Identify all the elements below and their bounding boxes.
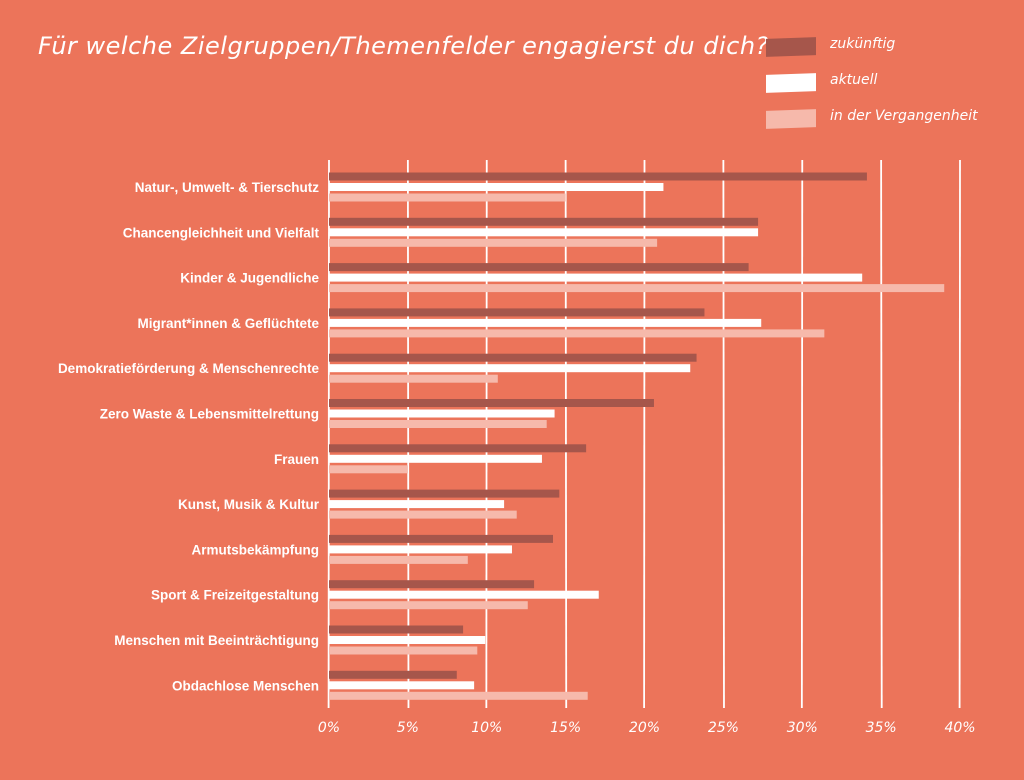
legend-label-vergangenheit: in der Vergangenheit — [830, 108, 978, 124]
bar-aktuell-4 — [329, 364, 691, 373]
gridline-15 — [564, 159, 568, 709]
legend-label-zukuenftig: zukünftig — [830, 36, 896, 52]
bar-aktuell-0 — [329, 183, 664, 191]
bar-zukuenftig-10 — [329, 625, 464, 634]
x-tick-label: 30% — [787, 720, 818, 736]
bar-zukuenftig-9 — [329, 580, 535, 589]
bar-vergangenheit-10 — [329, 646, 478, 655]
bar-zukuenftig-6 — [329, 444, 587, 453]
category-label: Migrant*innen & Geflüchtete — [137, 316, 319, 331]
bar-aktuell-11 — [329, 681, 475, 690]
x-tick-label: 25% — [708, 720, 739, 736]
bar-aktuell-10 — [329, 636, 486, 644]
bar-aktuell-3 — [329, 318, 762, 327]
bar-zukuenftig-0 — [329, 172, 867, 181]
bar-zukuenftig-3 — [329, 308, 705, 317]
bar-vergangenheit-4 — [329, 374, 498, 383]
bar-vergangenheit-3 — [329, 329, 825, 338]
bar-zukuenftig-8 — [329, 534, 554, 543]
category-label: Natur-, Umwelt- & Tierschutz — [135, 180, 320, 195]
bar-zukuenftig-1 — [329, 217, 759, 226]
x-tick-label: 15% — [550, 720, 581, 736]
category-label: Kinder & Jugendliche — [180, 271, 319, 286]
bar-zukuenftig-4 — [329, 353, 697, 362]
x-tick-label: 35% — [866, 720, 897, 736]
gridline-35 — [880, 159, 883, 709]
legend-item-aktuell: aktuell — [766, 72, 1006, 93]
bar-zukuenftig-7 — [329, 489, 560, 498]
x-tick-label: 0% — [318, 720, 340, 736]
category-label: Obdachlose Menschen — [172, 678, 319, 693]
bar-aktuell-7 — [329, 500, 505, 509]
category-label: Chancengleichheit und Vielfalt — [123, 225, 320, 240]
bar-aktuell-2 — [329, 273, 863, 282]
chart-title: Für welche Zielgruppen/Themenfelder enga… — [38, 32, 769, 60]
x-tick-label: 5% — [397, 720, 419, 736]
bar-vergangenheit-8 — [329, 555, 468, 564]
gridline-25 — [722, 159, 725, 709]
legend-item-zukuenftig: zukünftig — [766, 36, 1006, 57]
bar-vergangenheit-7 — [329, 510, 517, 519]
bar-aktuell-1 — [329, 228, 759, 237]
x-tick-label: 20% — [629, 720, 660, 736]
bar-vergangenheit-2 — [329, 284, 945, 293]
category-label: Demokratieförderung & Menschenrechte — [58, 361, 320, 376]
bar-zukuenftig-5 — [329, 399, 654, 407]
x-tick-label: 40% — [944, 720, 975, 736]
bar-vergangenheit-11 — [329, 691, 588, 700]
category-label: Kunst, Musik & Kultur — [178, 497, 320, 512]
bar-vergangenheit-6 — [329, 465, 408, 474]
bar-zukuenftig-2 — [329, 263, 749, 272]
bar-vergangenheit-1 — [329, 238, 658, 247]
gridline-5 — [406, 159, 410, 709]
x-tick-label: 10% — [471, 720, 502, 736]
bar-aktuell-5 — [329, 409, 555, 418]
bar-aktuell-8 — [329, 545, 512, 554]
bar-vergangenheit-5 — [329, 420, 547, 428]
bar-vergangenheit-0 — [329, 193, 566, 202]
category-label: Menschen mit Beeinträchtigung — [114, 633, 319, 648]
bar-vergangenheit-9 — [329, 601, 528, 610]
bar-aktuell-6 — [329, 454, 542, 463]
legend-label-aktuell: aktuell — [830, 72, 878, 88]
legend-item-vergangenheit: in der Vergangenheit — [766, 108, 1006, 129]
category-label: Zero Waste & Lebensmittelrettung — [100, 407, 319, 422]
bar-zukuenftig-11 — [329, 670, 457, 679]
category-label: Frauen — [274, 452, 319, 467]
category-label: Armutsbekämpfung — [191, 542, 319, 557]
bar-aktuell-9 — [329, 590, 599, 599]
category-label: Sport & Freizeitgestaltung — [151, 588, 319, 603]
